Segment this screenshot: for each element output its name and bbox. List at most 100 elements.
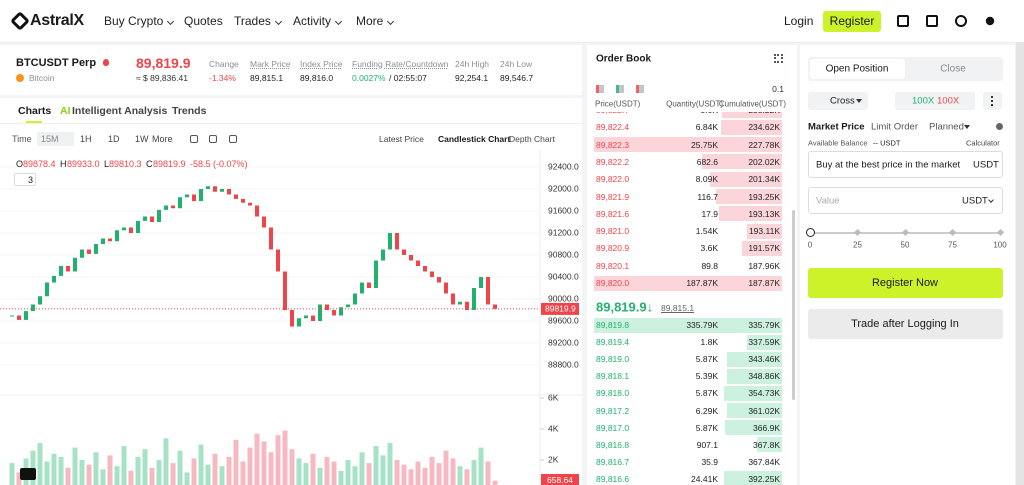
trade-panel	[800, 45, 1015, 485]
book-price[interactable]: 89,822.2	[596, 156, 630, 167]
header-icon[interactable]	[985, 16, 995, 26]
candlestick-chart[interactable]: Candlestick Chart	[438, 134, 511, 144]
order-type[interactable]: Market Price	[808, 121, 865, 133]
toolbar-icon[interactable]	[229, 135, 237, 143]
ai-badge[interactable]: AI	[60, 105, 71, 117]
book-price[interactable]: 89,818.0	[596, 388, 630, 399]
margin-select[interactable]	[808, 92, 868, 110]
book-cum: 367.8K	[753, 439, 780, 450]
interval[interactable]: 1W	[135, 134, 149, 144]
book-price[interactable]: 89,821.0	[596, 226, 630, 237]
market-input[interactable]	[808, 151, 1003, 178]
header-icon[interactable]	[897, 15, 909, 27]
book-price[interactable]: 89,822.4	[596, 122, 630, 133]
position-tab[interactable]: Open Position	[825, 63, 889, 75]
toolbar-icon[interactable]	[209, 135, 217, 143]
book-price[interactable]: 89,819.8	[596, 320, 630, 330]
leverage-short[interactable]: 100X	[937, 95, 960, 107]
leverage-box[interactable]	[895, 92, 975, 110]
register-button[interactable]	[823, 11, 881, 32]
slider-stop[interactable]	[805, 227, 815, 237]
candle	[143, 216, 147, 221]
volume-bar	[142, 449, 148, 485]
book-cum: 193.11K	[748, 226, 780, 237]
book-price[interactable]: 89,816.8	[596, 439, 630, 450]
indicator-count[interactable]: 3	[28, 175, 34, 185]
stat-label: Mark Price	[250, 59, 291, 69]
depth-bar	[757, 437, 782, 453]
market-text: Buy at the best price in the market	[816, 159, 961, 171]
nav-item[interactable]: Buy Crypto	[104, 14, 164, 28]
value-input[interactable]	[808, 187, 1003, 214]
candle	[199, 189, 203, 202]
book-price[interactable]: 89,822.3	[596, 139, 630, 150]
depth-chart[interactable]: Depth Chart	[509, 134, 555, 144]
book-view-icon[interactable]	[616, 85, 624, 93]
book-view-icon[interactable]	[636, 85, 644, 93]
volume-bar	[359, 452, 365, 485]
volume-bar	[191, 458, 197, 485]
volume-tag-label: 658.64	[547, 475, 573, 485]
book-price[interactable]: 89,822.0	[596, 174, 630, 185]
login-link[interactable]: Login	[784, 14, 814, 28]
interval[interactable]: More	[152, 134, 173, 144]
register-label[interactable]: Register	[829, 14, 875, 28]
order-type[interactable]: Planned	[929, 121, 964, 133]
leverage-long[interactable]: 100X	[912, 95, 935, 107]
register-now-label[interactable]: Register Now	[871, 277, 939, 289]
tab[interactable]: Charts	[18, 105, 52, 117]
nav-item[interactable]: Activity	[293, 14, 332, 28]
tab[interactable]: Trends	[172, 105, 207, 117]
value-unit[interactable]: USDT	[962, 195, 988, 207]
candle	[416, 260, 420, 266]
nav-item[interactable]: More	[356, 14, 384, 28]
book-qty: 25.75K	[691, 139, 718, 150]
chart-panel	[0, 98, 582, 485]
calculator-link[interactable]: Calculator	[966, 138, 1000, 148]
latest-price[interactable]: Latest Price	[379, 134, 424, 144]
nav-item[interactable]: Quotes	[184, 14, 223, 28]
mid-price: 89,819.9↓	[596, 299, 654, 315]
book-price[interactable]: 89,819.4	[596, 337, 630, 348]
interval[interactable]: 1H	[80, 134, 92, 144]
position-tab-active[interactable]	[810, 59, 905, 79]
login-trade-label[interactable]: Trade after Logging In	[851, 318, 959, 330]
book-price[interactable]: 89,817.2	[596, 405, 630, 416]
volume-bar	[198, 444, 204, 485]
ohlc-label: L	[104, 159, 110, 169]
nav-item[interactable]: Trades	[234, 14, 271, 28]
margin-mode[interactable]: Cross	[830, 95, 855, 107]
header-icon[interactable]	[926, 15, 938, 27]
planned-caret[interactable]	[964, 125, 970, 132]
book-price[interactable]: 89,816.7	[596, 456, 630, 467]
y-tick-label: 92400.0	[548, 161, 579, 171]
book-cum: 201.34K	[748, 174, 780, 185]
book-price[interactable]: 89,821.9	[596, 191, 630, 202]
book-price[interactable]: 89,820.9	[596, 243, 630, 254]
layout-icon[interactable]	[774, 54, 783, 63]
volume-bar	[450, 458, 456, 485]
volume-bar	[275, 435, 281, 485]
book-price[interactable]: 89,816.6	[596, 473, 630, 484]
book-view-icon[interactable]	[596, 85, 604, 93]
volume-bar	[380, 455, 386, 485]
interval[interactable]: 1D	[108, 134, 120, 144]
login-trade-button[interactable]	[808, 309, 1003, 339]
position-tab[interactable]: Close	[940, 63, 966, 75]
volume-bar	[317, 467, 323, 485]
tab[interactable]: Intelligent Analysis	[72, 105, 168, 117]
interval[interactable]: 15M	[41, 134, 59, 144]
header-icon[interactable]	[955, 15, 967, 27]
book-step[interactable]: 0.1	[772, 84, 784, 94]
register-now-button[interactable]	[808, 268, 1003, 298]
toolbar-icon[interactable]	[190, 135, 198, 143]
order-type[interactable]: Limit Order	[871, 121, 918, 133]
book-price[interactable]: 89,820.1	[596, 260, 630, 271]
book-price[interactable]: 89,820.0	[596, 278, 630, 288]
volume-bar	[212, 453, 218, 485]
book-price[interactable]: 89,819.0	[596, 354, 630, 365]
book-cum: 354.73K	[748, 388, 780, 399]
book-price[interactable]: 89,818.1	[596, 371, 630, 382]
book-price[interactable]: 89,821.6	[596, 208, 630, 219]
book-price[interactable]: 89,817.0	[596, 422, 630, 433]
